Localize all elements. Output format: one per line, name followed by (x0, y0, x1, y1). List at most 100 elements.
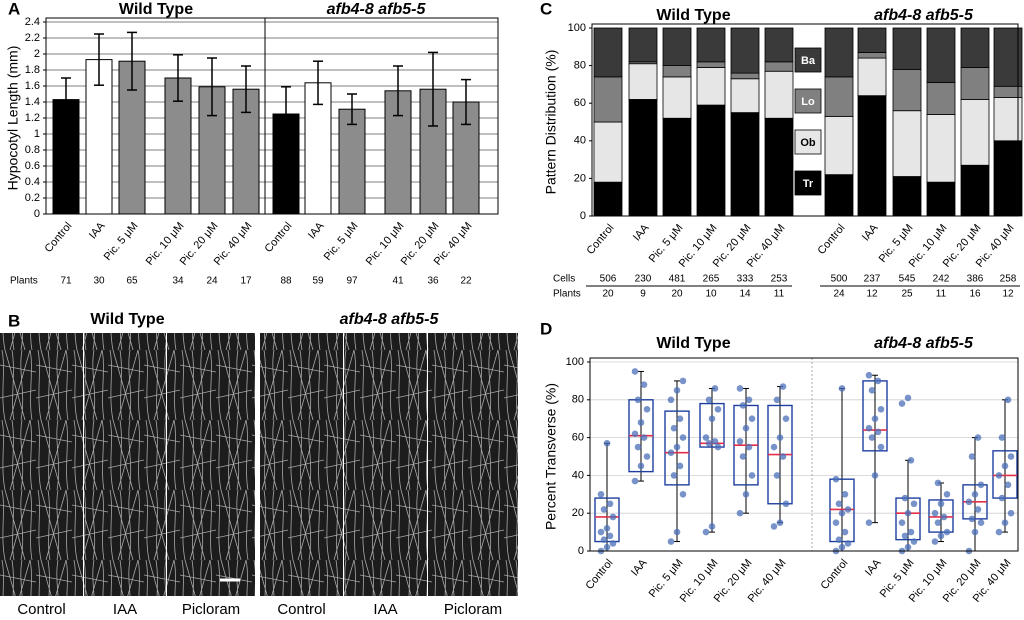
count-value: 10 (705, 289, 717, 300)
data-point (1001, 462, 1009, 470)
y-tick-label: 0.8 (25, 144, 40, 156)
data-point (600, 536, 608, 543)
data-point (910, 500, 918, 508)
count-value: 545 (899, 274, 916, 285)
data-point (736, 385, 744, 392)
data-point (631, 477, 639, 485)
bar-segment (892, 68, 922, 112)
data-point (995, 472, 1003, 479)
data-point (736, 438, 744, 445)
data-point (708, 523, 716, 530)
group-title: afb4-8 afb5-5 (340, 311, 440, 328)
data-point (631, 368, 639, 375)
bar-segment (662, 117, 692, 217)
group-title: afb4-8 afb5-5 (874, 7, 974, 24)
x-tick-label: Control (584, 557, 616, 592)
data-point (871, 472, 879, 479)
x-tick-label: Pic. 5 μM (322, 220, 361, 263)
x-tick-label: IAA (631, 222, 652, 244)
micrograph-texture (260, 333, 343, 596)
bar-segment (857, 95, 887, 217)
x-tick-label: IAA (860, 222, 881, 244)
count-value: 20 (602, 289, 614, 300)
y-tick-label: 60 (572, 432, 584, 444)
data-point (1007, 509, 1015, 517)
group-title: afb4-8 afb5-5 (327, 1, 427, 18)
data-point (711, 438, 719, 445)
data-point (634, 396, 642, 404)
data-point (667, 538, 675, 545)
data-point (1001, 519, 1009, 526)
data-point (705, 396, 713, 404)
data-point (667, 396, 675, 404)
data-point (779, 453, 787, 460)
bar-segment (926, 82, 956, 115)
y-tick-label: 100 (568, 22, 586, 34)
bar-segment (857, 27, 887, 53)
x-tick-label: IAA (629, 557, 650, 579)
y-axis-label: Pattern Distribution (%) (543, 50, 559, 195)
y-tick-label: 20 (574, 172, 586, 184)
data-point (714, 405, 722, 413)
bar-segment (764, 70, 794, 119)
data-point (937, 500, 945, 508)
data-point (874, 428, 882, 436)
count-value: 88 (280, 276, 292, 287)
data-point (702, 434, 710, 441)
data-point (609, 540, 617, 547)
count-value: 12 (866, 289, 878, 300)
data-point (776, 519, 784, 526)
data-point (832, 519, 840, 526)
data-point (600, 506, 608, 513)
legend-swatch (794, 88, 822, 114)
data-point (1004, 481, 1012, 489)
data-point (838, 543, 846, 551)
legend-label: Tr (803, 178, 814, 190)
plot-frame (45, 17, 499, 215)
data-point (643, 405, 651, 413)
data-point (877, 405, 885, 413)
data-point (597, 491, 605, 498)
data-point (965, 498, 973, 506)
data-point (940, 513, 948, 521)
count-value: 97 (346, 276, 358, 287)
bar-segment (764, 61, 794, 72)
panel-label: B (8, 311, 20, 330)
data-point (907, 528, 915, 536)
data-point (770, 523, 778, 530)
count-value: 24 (833, 289, 845, 300)
data-point (838, 385, 846, 392)
bar-segment (593, 181, 623, 217)
data-point (998, 434, 1006, 441)
data-point (640, 381, 648, 388)
data-point (910, 538, 918, 545)
count-value: 65 (126, 276, 138, 287)
bar-segment (730, 72, 760, 80)
count-value: 41 (392, 276, 404, 287)
data-point (844, 506, 852, 513)
data-point (637, 462, 645, 470)
count-value: 14 (739, 289, 751, 300)
bar-segment (892, 27, 922, 70)
count-value: 11 (774, 289, 785, 300)
bar-segment (892, 110, 922, 177)
plot-frame (591, 23, 1019, 217)
count-value: 237 (864, 274, 881, 285)
micrograph-texture (0, 333, 83, 596)
micrograph-caption: IAA (373, 601, 397, 618)
y-tick-label: 2.2 (25, 32, 40, 44)
y-tick-label: 1.4 (25, 96, 40, 108)
y-tick-label: 0 (580, 210, 586, 222)
data-point (603, 439, 611, 447)
group-title: Wild Type (656, 7, 730, 24)
data-point (606, 500, 614, 508)
bar-segment (730, 112, 760, 217)
bar-segment (593, 27, 623, 78)
x-tick-label: Control (585, 222, 617, 257)
data-point (711, 385, 719, 392)
bar-segment (730, 78, 760, 114)
box (664, 410, 690, 486)
data-point (901, 494, 909, 502)
data-point (974, 506, 982, 513)
count-value: 500 (831, 274, 848, 285)
